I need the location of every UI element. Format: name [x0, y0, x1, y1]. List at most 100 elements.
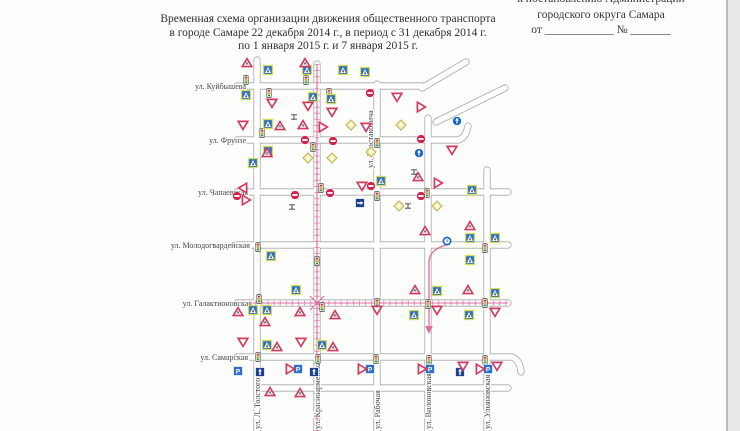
page-title-line-2: в городе Самаре 22 декабря 2014 г., в пе… — [169, 26, 487, 39]
light-sign-icon — [310, 141, 316, 153]
yield-sign-icon — [318, 120, 330, 134]
light-sign-icon — [426, 354, 432, 366]
light-sign-icon — [266, 87, 272, 99]
yield-sign-icon — [456, 361, 470, 373]
light-sign-icon — [255, 351, 261, 363]
ped-sign-icon — [316, 339, 328, 351]
light-sign-icon — [255, 241, 261, 253]
yield-sign-icon — [241, 193, 253, 207]
street-label-ulyanovskaya: ул. Ульяновская — [483, 374, 492, 429]
street-label-krasnoarmeyskaya: ул. Красноармейская — [313, 357, 322, 429]
street-label-chapayevskaya: ул. Чапаевская — [198, 188, 248, 197]
street-surface — [433, 85, 508, 125]
yield-sign-icon — [370, 305, 384, 317]
corner-note-line-1: к постановлению Администрации — [470, 0, 732, 8]
yield-sign-icon — [475, 362, 487, 376]
warn-sign-icon — [298, 57, 312, 68]
page-title: Временная схема организации движения общ… — [128, 13, 528, 54]
svg-text:P: P — [368, 367, 373, 374]
railx-sign-icon — [411, 169, 417, 175]
page-title-line-3: по 1 января 2015 г. и 7 января 2015 г. — [238, 40, 418, 52]
scan-edge — [726, 0, 740, 431]
ped-sign-icon — [290, 284, 302, 296]
svg-text:P: P — [296, 367, 301, 374]
warn-sign-icon — [411, 171, 425, 182]
svg-text:P: P — [486, 367, 491, 374]
priority-sign-icon — [393, 200, 405, 212]
yield-sign-icon — [301, 101, 315, 113]
light-sign-icon — [424, 187, 430, 199]
street-label-frunze: ул. Фрунзе — [209, 136, 246, 145]
ped-sign-icon — [464, 232, 476, 244]
street-label-rabochaya: ул. Рабочая — [373, 390, 382, 429]
oneway-sign-icon — [255, 367, 265, 377]
light-sign-icon — [256, 293, 262, 305]
ped-sign-icon — [464, 254, 476, 266]
noentry-sign-icon — [232, 191, 242, 201]
noentry-sign-icon — [325, 188, 335, 198]
light-sign-icon — [482, 297, 488, 309]
noentry-sign-icon — [416, 134, 426, 144]
noentry-sign-icon — [416, 191, 426, 201]
yield-sign-icon — [359, 122, 373, 134]
light-sign-icon — [315, 353, 321, 365]
warn-sign-icon — [296, 119, 310, 130]
street-label-l-tolstogo: ул. Л. Толстого — [253, 378, 262, 429]
yield-sign-icon — [416, 100, 428, 114]
yield-sign-icon — [488, 307, 502, 319]
light-sign-icon — [303, 74, 309, 86]
ped-sign-icon — [359, 66, 371, 78]
noentry-sign-icon — [290, 190, 300, 200]
priority-sign-icon — [395, 119, 407, 131]
light-sign-icon — [374, 190, 380, 202]
clock-sign-icon — [442, 236, 452, 246]
mandatory-sign-icon — [414, 148, 424, 158]
street-surface — [455, 123, 471, 143]
page-title-line-1: Временная схема организации движения общ… — [160, 13, 496, 25]
light-sign-icon — [314, 255, 320, 267]
light-sign-icon — [259, 127, 265, 139]
priority-sign-icon — [326, 152, 338, 164]
light-sign-icon — [482, 242, 488, 254]
oneway-sign-icon — [355, 198, 365, 208]
warn-sign-icon — [263, 386, 277, 397]
yield-sign-icon — [490, 361, 504, 373]
yield-sign-icon — [430, 305, 444, 317]
noentry-sign-icon — [300, 135, 310, 145]
warn-sign-icon — [270, 341, 284, 352]
railx-sign-icon — [405, 203, 411, 209]
warn-sign-icon — [260, 147, 274, 158]
noentry-sign-icon — [366, 181, 376, 191]
warn-sign-icon — [240, 57, 254, 68]
yield-sign-icon — [390, 92, 404, 104]
light-sign-icon — [482, 354, 488, 366]
priority-sign-icon — [365, 146, 377, 158]
railx-sign-icon — [291, 114, 297, 120]
street-label-samarskaya: ул. Самарская — [200, 353, 248, 362]
ped-sign-icon — [307, 91, 319, 103]
yield-sign-icon — [265, 98, 279, 110]
yield-sign-icon — [294, 337, 308, 349]
warn-sign-icon — [293, 306, 307, 317]
ped-sign-icon — [337, 64, 349, 76]
light-sign-icon — [318, 182, 324, 194]
corner-note-line-3: от ____________ № _______ — [531, 24, 671, 36]
ped-sign-icon — [466, 184, 478, 196]
oneway-sign-icon — [309, 367, 319, 377]
yield-sign-icon — [445, 145, 459, 157]
warn-sign-icon — [418, 225, 432, 236]
ped-sign-icon — [262, 64, 274, 76]
yield-sign-icon — [236, 181, 248, 195]
yield-sign-icon — [285, 362, 297, 376]
svg-text:P: P — [428, 367, 433, 374]
ped-sign-icon — [240, 89, 252, 101]
parking-sign-icon: P — [233, 366, 243, 376]
yield-sign-icon — [433, 176, 445, 190]
ped-sign-icon — [489, 287, 501, 299]
warn-sign-icon — [326, 341, 340, 352]
corner-note: к постановлению Администрации городского… — [470, 0, 732, 39]
light-sign-icon — [319, 301, 325, 313]
ped-sign-icon — [489, 232, 501, 244]
